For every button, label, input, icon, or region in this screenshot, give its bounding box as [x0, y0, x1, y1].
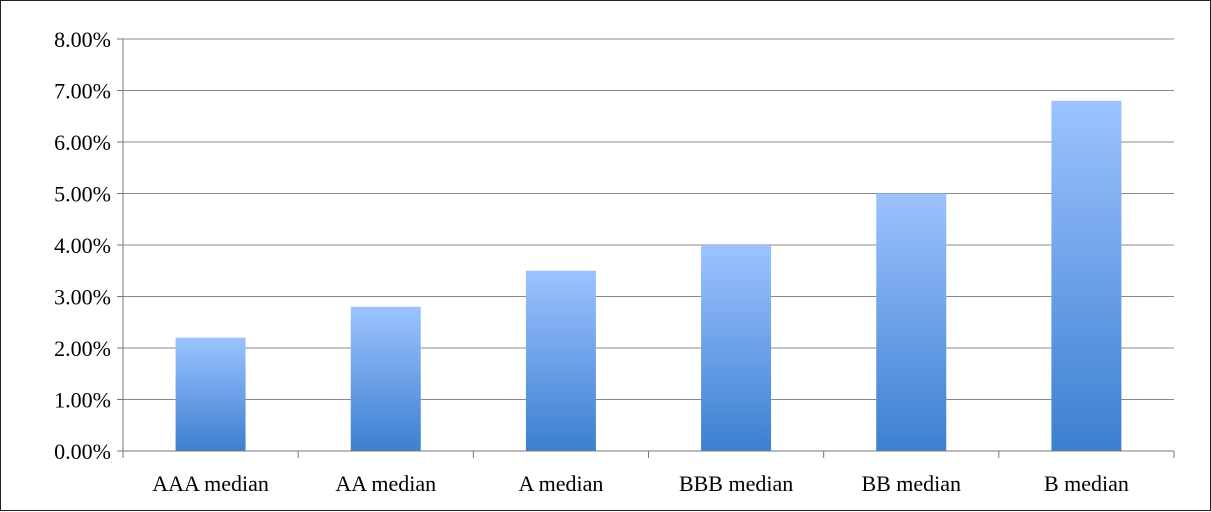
bar [701, 245, 772, 451]
x-axis-tick-labels: AAA median AA median A median BBB median BB … [152, 471, 1129, 496]
y-tick-label: 4.00% [54, 233, 111, 258]
x-tick-label: AAA median [152, 471, 269, 496]
x-tick-label: AA median [335, 471, 436, 496]
bars [175, 100, 1122, 452]
y-tick-label: 7.00% [54, 79, 111, 104]
y-tick-label: 1.00% [54, 388, 111, 413]
bar [876, 193, 947, 451]
y-axis-tick-labels: 0.00% 1.00% 2.00% 3.00% 4.00% 5.00% 6.00% 7.00%… [54, 27, 123, 464]
x-axis [122, 39, 1175, 458]
x-tick-label: B median [1044, 471, 1129, 496]
y-tick-label: 3.00% [54, 285, 111, 310]
bar [525, 270, 596, 451]
y-tick-label: 6.00% [54, 130, 111, 155]
bar [1051, 100, 1122, 452]
gridlines [123, 38, 1174, 400]
x-tick-label: BBB median [679, 471, 793, 496]
y-tick-label: 0.00% [54, 439, 111, 464]
y-tick-label: 2.00% [54, 336, 111, 361]
bar [350, 306, 421, 451]
bar [175, 337, 246, 451]
x-tick-label: BB median [861, 471, 961, 496]
x-tick-label: A median [518, 471, 603, 496]
y-tick-label: 5.00% [54, 182, 111, 207]
y-tick-label: 8.00% [54, 27, 111, 52]
